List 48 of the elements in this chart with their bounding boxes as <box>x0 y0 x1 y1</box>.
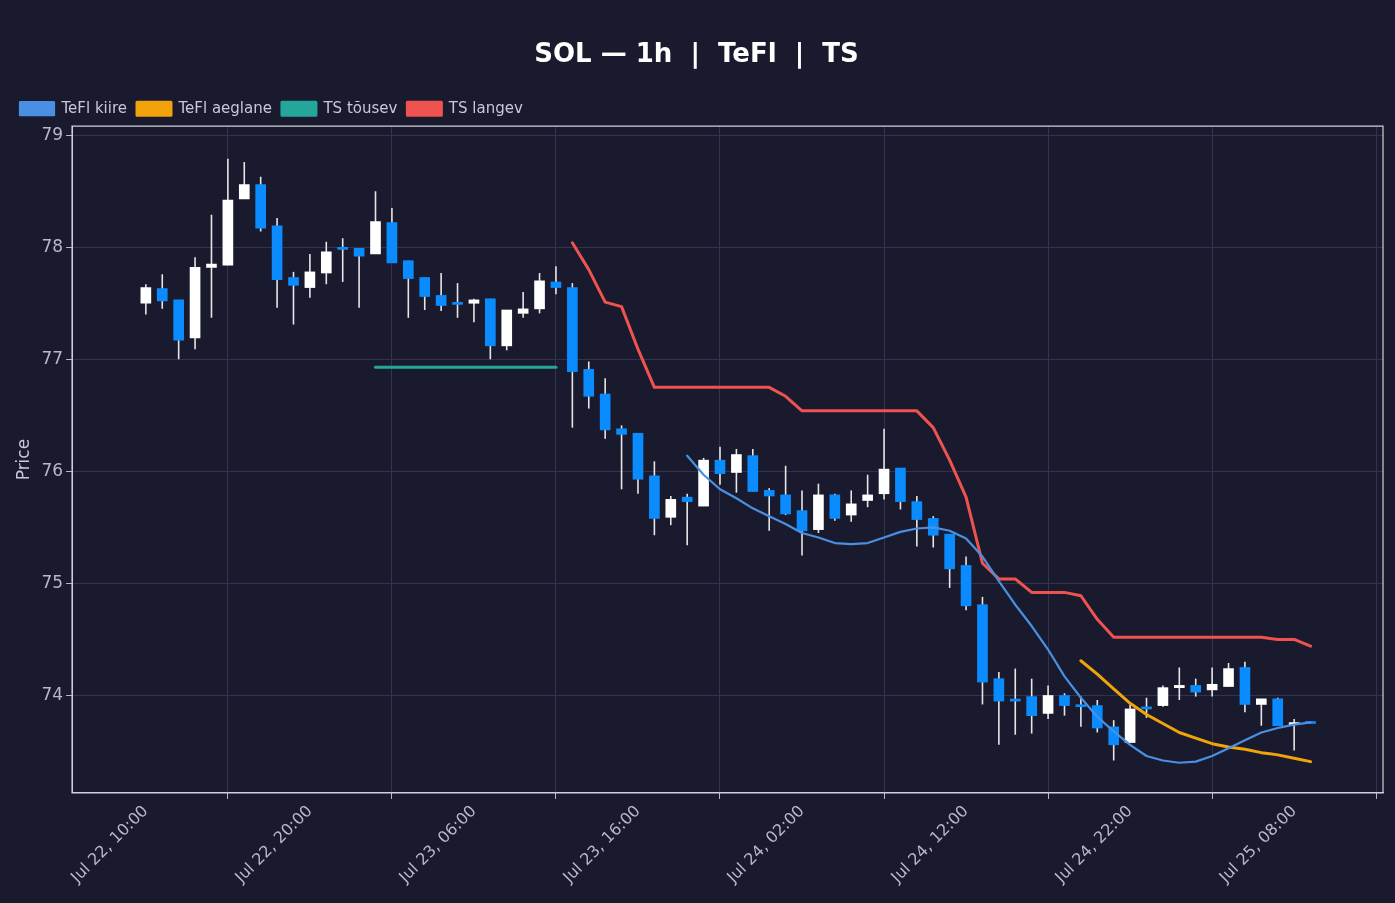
chart-title: SOL — 1h | TeFl | TS <box>534 38 859 70</box>
candlestick <box>468 297 480 324</box>
y-tick-label: 79 <box>41 123 64 144</box>
candlestick <box>1206 666 1218 698</box>
candlestick <box>763 487 775 532</box>
y-tick-label: 76 <box>41 459 64 480</box>
candlestick <box>665 495 677 526</box>
y-tick-label: 77 <box>41 347 64 368</box>
candlestick <box>337 237 349 283</box>
candlestick <box>1223 662 1234 688</box>
candlestick <box>1059 692 1070 717</box>
candlestick <box>1256 698 1267 727</box>
legend-label: TeFl aeglane <box>177 98 272 117</box>
candlestick <box>796 489 808 557</box>
candlestick <box>353 247 365 309</box>
candlestick <box>550 265 562 296</box>
y-tick-label: 74 <box>41 683 64 704</box>
candlestick <box>419 276 431 311</box>
legend-label: TeFl kiire <box>60 98 127 117</box>
candlestick <box>402 259 414 319</box>
y-tick-label: 75 <box>41 571 64 592</box>
candlestick <box>731 448 742 494</box>
candlestick <box>1157 684 1169 708</box>
candlestick <box>1173 666 1185 701</box>
candlestick <box>288 271 299 326</box>
candlestick <box>156 273 168 310</box>
candlestick <box>1042 684 1054 720</box>
candlestick <box>993 671 1005 746</box>
legend-label: TS tõusev <box>322 98 398 117</box>
candlestick <box>714 445 726 486</box>
candlestick <box>1026 677 1038 735</box>
candlestick <box>616 424 627 491</box>
y-tick-label: 78 <box>41 235 64 256</box>
candlestick <box>206 213 217 319</box>
candlestick <box>140 283 152 316</box>
candlestick <box>862 473 873 509</box>
y-axis-title: Price <box>12 438 33 481</box>
candlestick <box>452 282 463 319</box>
candlestick <box>681 492 693 547</box>
candlestick <box>780 464 791 516</box>
candlestick <box>517 291 529 319</box>
legend-label: TS langev <box>447 98 523 117</box>
candlestick <box>238 161 250 200</box>
candlestick <box>845 489 857 523</box>
candlestick <box>320 240 332 286</box>
candlestick <box>304 253 316 299</box>
candlestick <box>911 495 923 548</box>
candlestick <box>435 272 447 312</box>
